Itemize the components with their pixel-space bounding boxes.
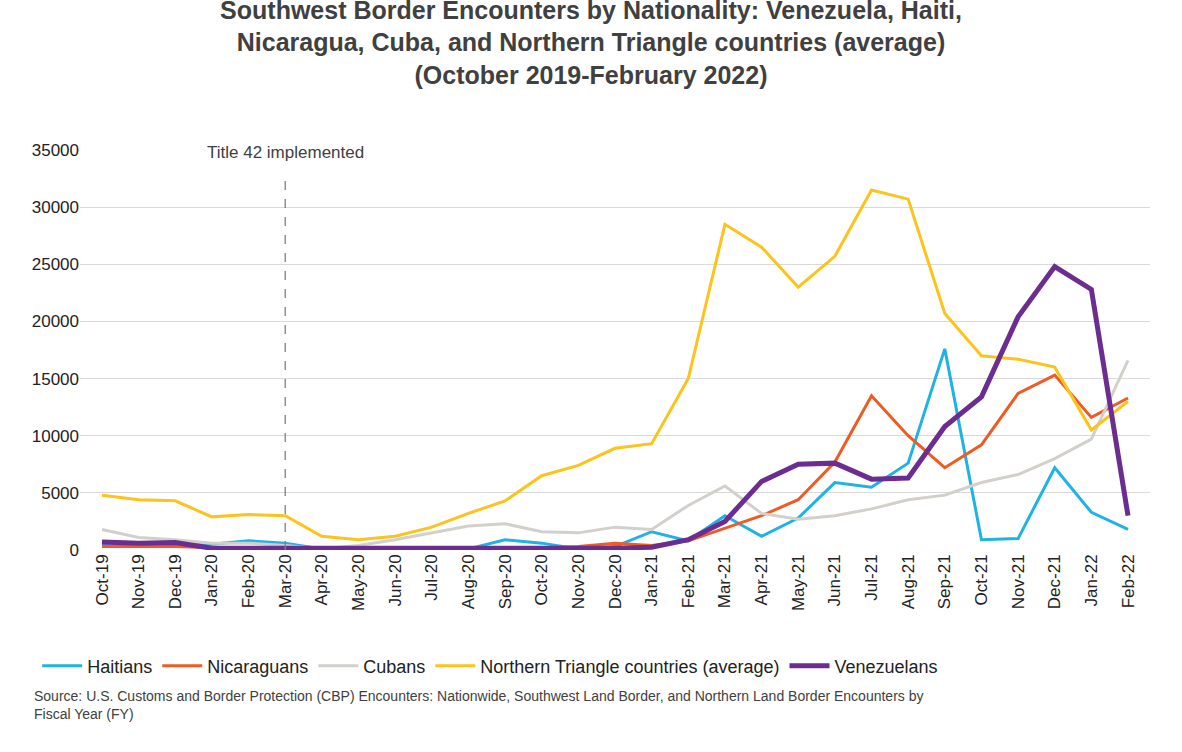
svg-text:Venezuelans: Venezuelans	[834, 657, 937, 677]
svg-text:Title 42 implemented: Title 42 implemented	[207, 143, 364, 162]
svg-text:Southwest Border Encounters by: Southwest Border Encounters by Nationali…	[220, 0, 962, 89]
svg-text:Sep-20: Sep-20	[496, 554, 515, 609]
svg-text:Feb-22: Feb-22	[1119, 554, 1138, 608]
svg-text:0: 0	[70, 541, 79, 560]
svg-text:Source: U.S. Customs and Borde: Source: U.S. Customs and Border Protecti…	[34, 688, 923, 722]
svg-text:Mar-20: Mar-20	[276, 554, 295, 608]
svg-text:Dec-20: Dec-20	[606, 554, 625, 609]
svg-text:Oct-20: Oct-20	[532, 554, 551, 605]
svg-text:Aug-21: Aug-21	[899, 554, 918, 609]
svg-text:30000: 30000	[32, 198, 79, 217]
svg-text:Jul-21: Jul-21	[862, 554, 881, 600]
svg-text:Haitians: Haitians	[87, 657, 152, 677]
svg-text:15000: 15000	[32, 370, 79, 389]
svg-text:35000: 35000	[32, 141, 79, 160]
svg-text:10000: 10000	[32, 427, 79, 446]
svg-text:Nicaraguans: Nicaraguans	[207, 657, 308, 677]
svg-text:Feb-20: Feb-20	[239, 554, 258, 608]
svg-text:Oct-21: Oct-21	[972, 554, 991, 605]
svg-text:Jan-22: Jan-22	[1082, 554, 1101, 606]
svg-text:Apr-20: Apr-20	[312, 554, 331, 605]
svg-text:Nov-19: Nov-19	[129, 554, 148, 609]
svg-text:Northern Triangle countries (a: Northern Triangle countries (average)	[480, 657, 779, 677]
svg-text:Feb-21: Feb-21	[679, 554, 698, 608]
svg-text:5000: 5000	[41, 484, 79, 503]
svg-text:Jul-20: Jul-20	[422, 554, 441, 600]
svg-text:Cubans: Cubans	[363, 657, 425, 677]
svg-text:Mar-21: Mar-21	[715, 554, 734, 608]
svg-text:Jan-20: Jan-20	[202, 554, 221, 606]
svg-text:Jun-21: Jun-21	[825, 554, 844, 606]
svg-text:Jan-21: Jan-21	[642, 554, 661, 606]
svg-text:Oct-19: Oct-19	[93, 554, 112, 605]
svg-text:Nov-20: Nov-20	[569, 554, 588, 609]
svg-text:Dec-19: Dec-19	[166, 554, 185, 609]
svg-text:Dec-21: Dec-21	[1045, 554, 1064, 609]
svg-text:Apr-21: Apr-21	[752, 554, 771, 605]
svg-text:May-21: May-21	[789, 554, 808, 611]
svg-text:25000: 25000	[32, 255, 79, 274]
svg-text:Jun-20: Jun-20	[386, 554, 405, 606]
svg-text:20000: 20000	[32, 312, 79, 331]
svg-text:Nov-21: Nov-21	[1009, 554, 1028, 609]
svg-text:Sep-21: Sep-21	[935, 554, 954, 609]
svg-text:Aug-20: Aug-20	[459, 554, 478, 609]
svg-text:May-20: May-20	[349, 554, 368, 611]
